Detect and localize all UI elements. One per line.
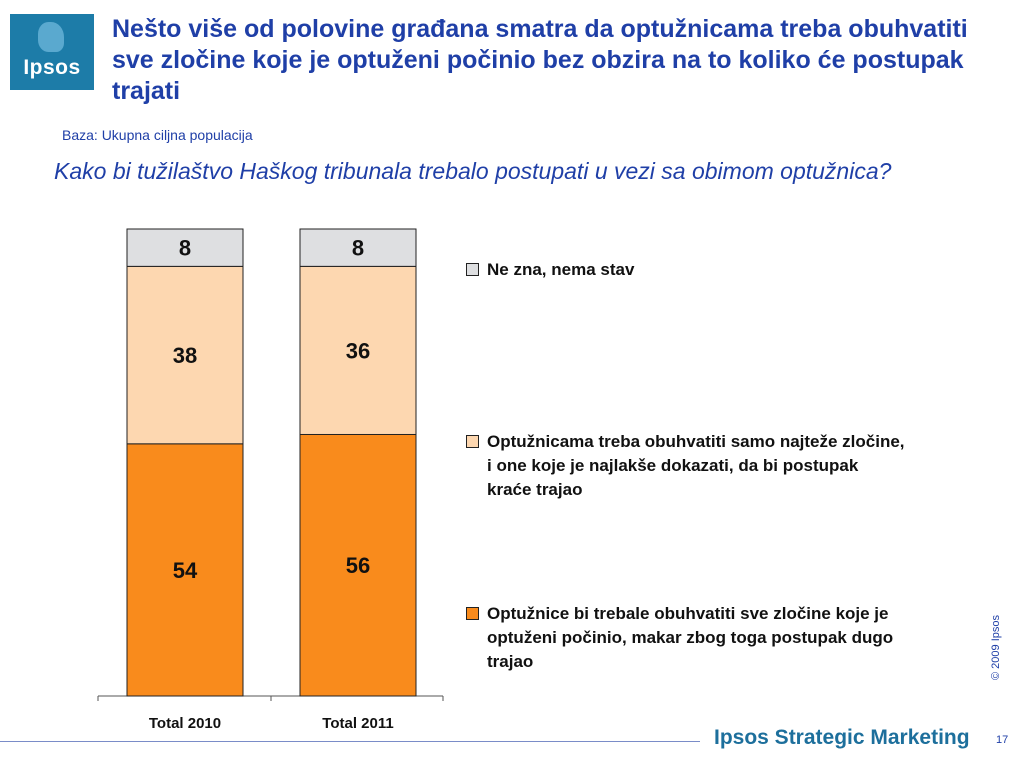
legend-label: Optužnice bi trebale obuhvatiti sve zloč… — [487, 604, 894, 671]
data-label: 54 — [173, 558, 198, 583]
footer-brand: Ipsos Strategic Marketing — [714, 726, 970, 749]
bar-segment-serious-crimes — [299, 265, 417, 435]
legend-item-serious-crimes-only: Optužnicama treba obuhvatiti samo najtež… — [466, 430, 906, 502]
page-number: 17 — [996, 734, 1009, 746]
data-label: 8 — [352, 236, 364, 261]
legend-swatch — [466, 435, 479, 448]
data-label: 36 — [346, 338, 370, 363]
bar-segment-serious-crimes — [126, 265, 244, 445]
legend-item-all-crimes: Optužnice bi trebale obuhvatiti sve zloč… — [466, 602, 906, 674]
data-label: 38 — [173, 343, 197, 368]
data-label: 8 — [179, 236, 191, 261]
copyright-note: © 2009 Ipsos — [990, 615, 1002, 680]
survey-question: Kako bi tužilaštvo Haškog tribunala treb… — [54, 158, 892, 184]
ipsos-logo: Ipsos — [10, 14, 94, 90]
bar-segment-all-crimes — [299, 433, 417, 697]
data-label: 56 — [346, 553, 370, 578]
base-note: Baza: Ukupna ciljna populacija — [62, 127, 253, 143]
category-label: Total 2011 — [322, 715, 393, 732]
legend-label: Ne zna, nema stav — [487, 260, 635, 279]
bar-segment-dont-know — [299, 228, 417, 267]
legend-swatch — [466, 607, 479, 620]
category-label: Total 2010 — [149, 715, 221, 732]
bar-segment-all-crimes — [126, 443, 244, 697]
legend-swatch — [466, 263, 479, 276]
legend-label: Optužnicama treba obuhvatiti samo najtež… — [487, 432, 905, 499]
slide-title: Nešto više od polovine građana smatra da… — [112, 15, 968, 105]
bar-segment-dont-know — [126, 228, 244, 267]
legend-item-dont-know: Ne zna, nema stav — [466, 258, 906, 282]
footer-divider — [0, 741, 700, 742]
logo-figure-icon — [38, 22, 64, 52]
logo-text: Ipsos — [23, 56, 81, 79]
